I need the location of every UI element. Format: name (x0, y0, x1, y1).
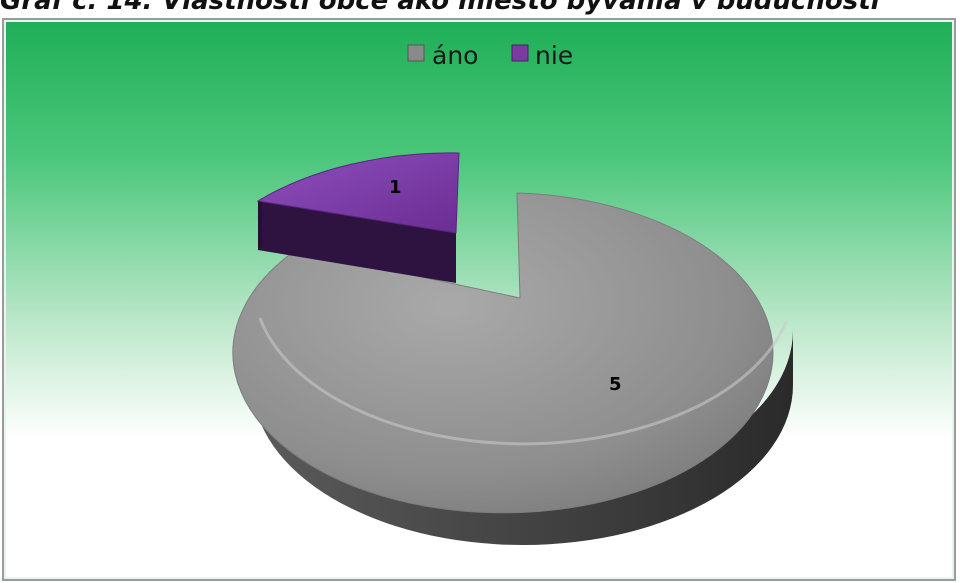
legend-swatch-nie (511, 44, 529, 62)
page-title: Graf č. 14: Vlastnosti obce ako miesto b… (0, 0, 880, 16)
pie-slice-ano (232, 192, 793, 545)
data-label-nie: 1 (389, 177, 402, 198)
legend-label-ano: áno (432, 41, 478, 70)
pie-slice-ano-top (232, 192, 774, 514)
legend-swatch-ano (407, 44, 425, 62)
legend: áno nie (407, 41, 573, 70)
pie-slice-nie-side-left (258, 198, 262, 250)
pie-slice-nie-top (256, 152, 460, 234)
data-label-ano: 5 (609, 374, 622, 395)
legend-label-nie: nie (535, 41, 573, 70)
pie-slice-nie-side (258, 201, 456, 283)
pie-slice-nie (256, 152, 460, 283)
pie-slice-ano-bevel (258, 317, 788, 446)
